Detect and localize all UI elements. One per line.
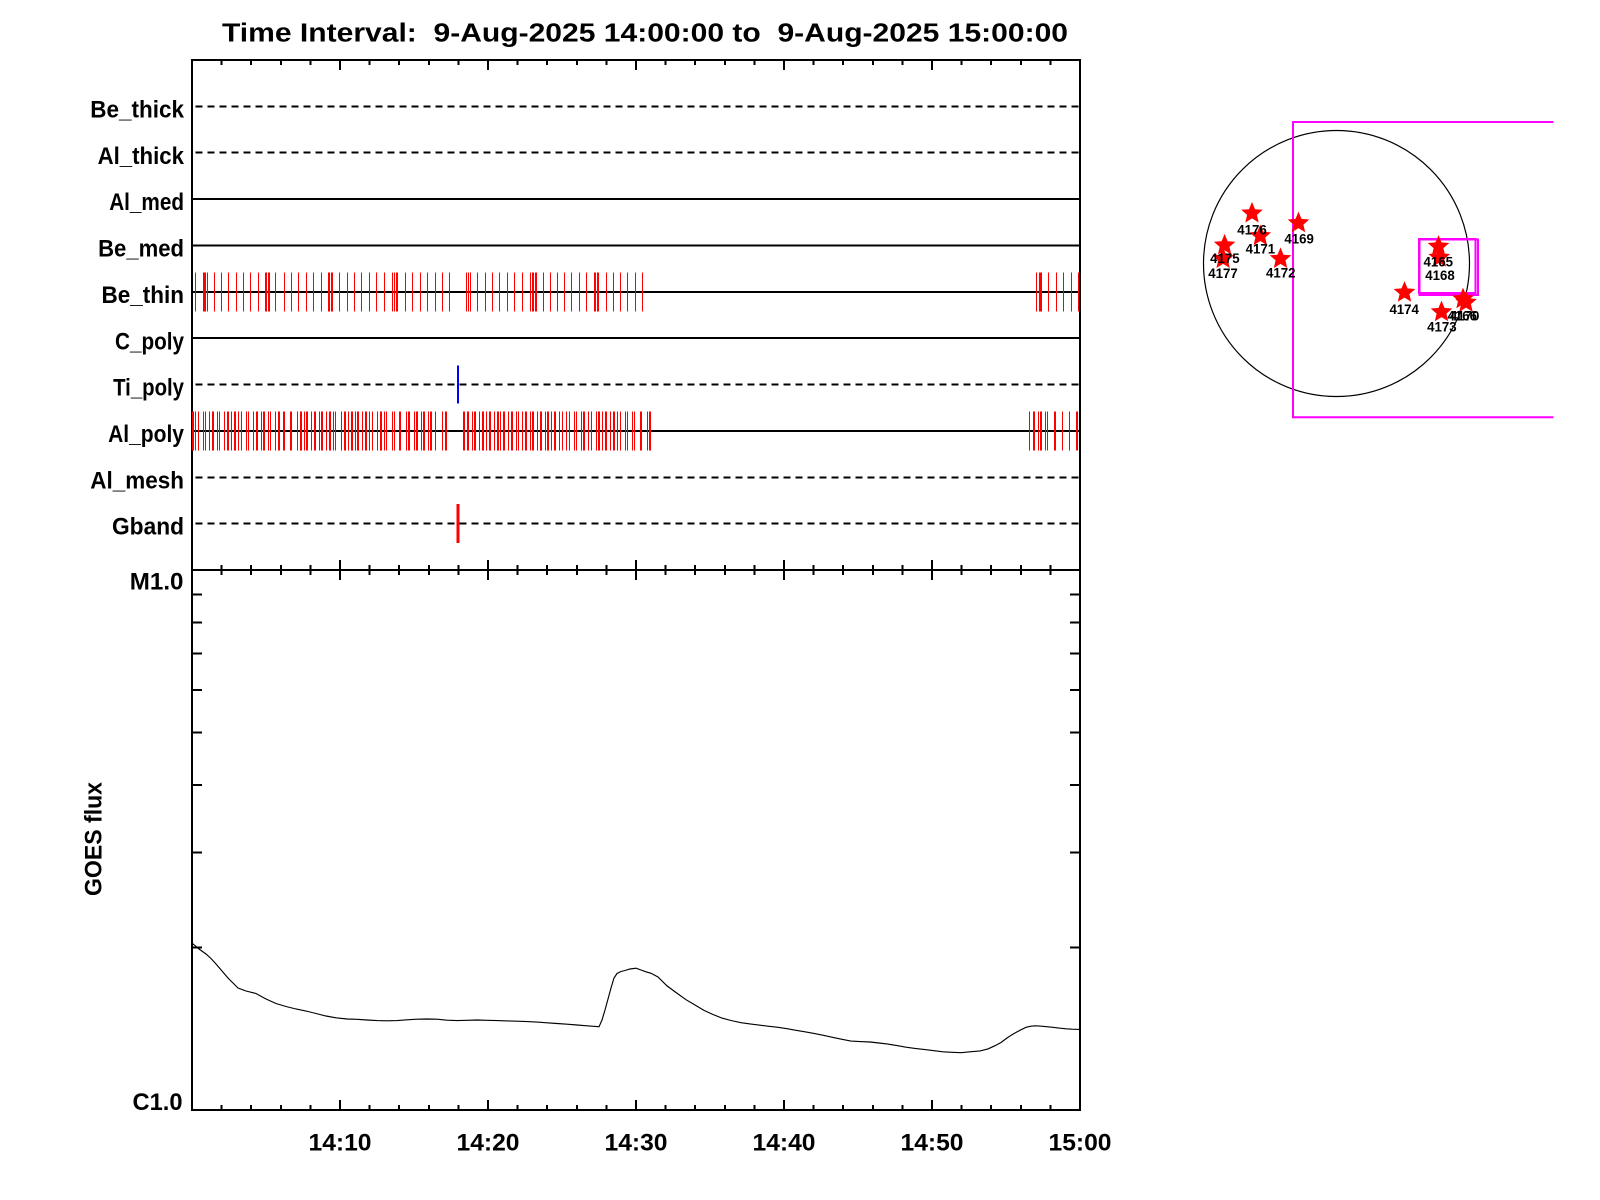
svg-text:15:00: 15:00 [1049,1130,1112,1157]
svg-text:4169: 4169 [1284,231,1314,247]
svg-text:Al_poly: Al_poly [108,421,184,448]
svg-text:Al_thick: Al_thick [98,143,185,170]
svg-text:4171: 4171 [1246,240,1276,256]
svg-text:Be_thick: Be_thick [90,97,184,124]
svg-text:4172: 4172 [1266,265,1296,281]
svg-text:14:20: 14:20 [457,1130,520,1157]
svg-text:4168: 4168 [1425,267,1455,283]
svg-text:14:30: 14:30 [605,1130,668,1157]
svg-text:Time Interval: 9-Aug-2025 14:: Time Interval: 9-Aug-2025 14:00:00 to 9-… [222,20,1068,48]
svg-text:4170: 4170 [1450,308,1480,324]
svg-text:Al_mesh: Al_mesh [90,467,184,494]
svg-text:Al_med: Al_med [109,189,184,216]
svg-text:4174: 4174 [1389,301,1419,317]
svg-text:4176: 4176 [1237,222,1267,238]
svg-text:C_poly: C_poly [115,328,185,355]
svg-text:14:10: 14:10 [309,1130,372,1157]
svg-text:4166: 4166 [1448,307,1478,323]
svg-text:C1.0: C1.0 [133,1089,183,1116]
svg-text:Gband: Gband [112,514,184,541]
svg-text:GOES flux: GOES flux [81,781,108,896]
svg-text:4177: 4177 [1208,265,1238,281]
svg-text:4165: 4165 [1424,254,1454,270]
svg-text:Be_thin: Be_thin [102,282,185,309]
svg-text:M1.0: M1.0 [130,569,184,596]
svg-text:Ti_poly: Ti_poly [113,375,184,402]
svg-text:Be_med: Be_med [98,236,184,263]
svg-text:4173: 4173 [1427,319,1457,335]
svg-text:14:40: 14:40 [753,1130,816,1157]
svg-text:14:50: 14:50 [901,1130,964,1157]
svg-text:4175: 4175 [1210,250,1240,266]
